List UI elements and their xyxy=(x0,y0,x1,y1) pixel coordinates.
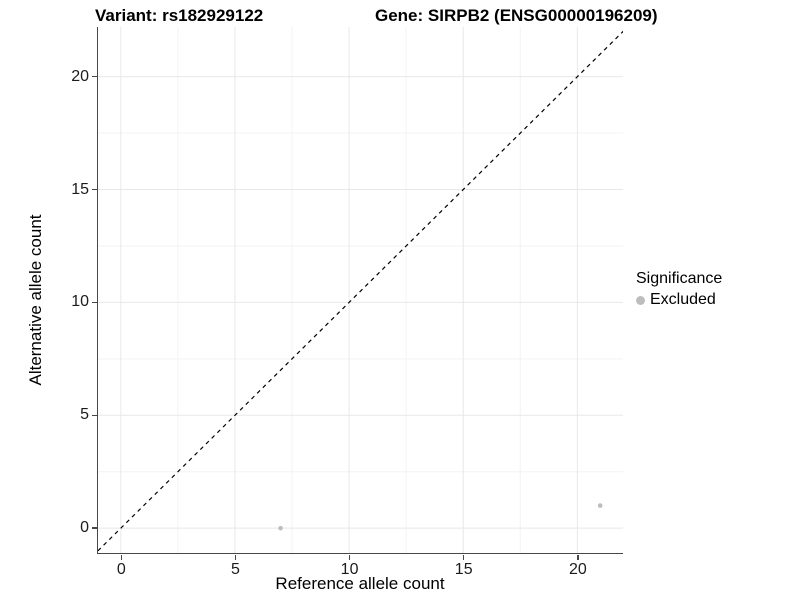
y-tick-label: 0 xyxy=(80,519,89,537)
y-tick-mark xyxy=(92,301,97,304)
x-tick-label: 15 xyxy=(454,561,473,578)
y-tick-label: 20 xyxy=(71,67,89,85)
x-tick-mark xyxy=(577,554,579,560)
data-point xyxy=(597,503,603,508)
identity-dashed-line xyxy=(98,30,623,552)
y-tick-label: 10 xyxy=(71,293,89,311)
x-tick-label: 5 xyxy=(231,561,240,578)
legend-point-icon xyxy=(636,295,645,305)
y-tick-label: 15 xyxy=(71,180,89,198)
plot-panel xyxy=(97,27,623,554)
legend-title: Significance xyxy=(636,270,723,287)
plot-title-variant: Variant: rs182929122 xyxy=(95,6,264,25)
x-tick-mark xyxy=(234,554,237,560)
y-tick-mark xyxy=(92,75,97,78)
x-tick-mark xyxy=(120,554,123,560)
legend-item-excluded: Excluded xyxy=(636,291,722,309)
x-axis-title: Reference allele count xyxy=(275,574,445,593)
x-tick-label: 0 xyxy=(116,561,126,578)
plot-title-gene: Gene: SIRPB2 (ENSG00000196209) xyxy=(375,6,658,25)
x-tick-mark xyxy=(348,554,351,560)
y-tick-mark xyxy=(92,414,97,416)
legend: Significance Excluded xyxy=(636,270,722,309)
y-axis-title: Alternative allele count xyxy=(26,214,45,386)
x-tick-mark xyxy=(463,554,465,560)
y-tick-mark xyxy=(92,527,97,529)
x-tick-label: 20 xyxy=(568,561,587,578)
legend-item-label: Excluded xyxy=(650,291,716,308)
plot-canvas xyxy=(98,27,623,553)
y-tick-label: 5 xyxy=(80,406,89,424)
x-tick-label: 10 xyxy=(340,561,359,578)
data-point xyxy=(278,525,283,531)
y-tick-mark xyxy=(92,188,97,191)
